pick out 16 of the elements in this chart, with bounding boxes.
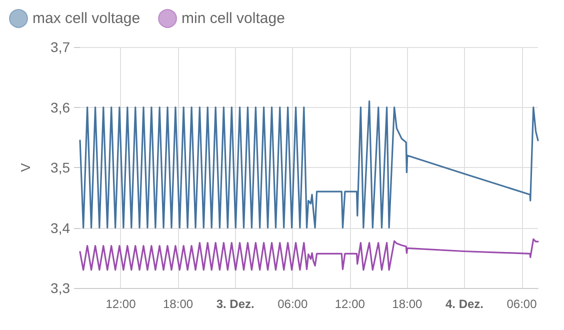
y-tick-label: 3,5 xyxy=(50,160,70,176)
y-tick-label: 3,3 xyxy=(50,280,70,296)
x-tick-label: 12:00 xyxy=(106,297,136,311)
x-tick-label: 06:00 xyxy=(506,297,538,311)
x-tick-label: 4. Dez. xyxy=(445,297,484,311)
y-axis-title: V xyxy=(18,162,33,172)
legend-label: min cell voltage xyxy=(182,10,285,27)
y-tick-label: 3,4 xyxy=(50,220,70,236)
x-tick-label: 12:00 xyxy=(334,297,366,311)
x-tick-label: 18:00 xyxy=(392,297,423,311)
x-tick-label: 06:00 xyxy=(278,297,308,311)
legend-label: max cell voltage xyxy=(32,10,140,27)
x-tick-label: 3. Dez. xyxy=(216,297,254,311)
y-tick-label: 3,7 xyxy=(50,39,70,55)
x-tick-label: 18:00 xyxy=(163,297,194,311)
y-tick-label: 3,6 xyxy=(50,99,70,116)
